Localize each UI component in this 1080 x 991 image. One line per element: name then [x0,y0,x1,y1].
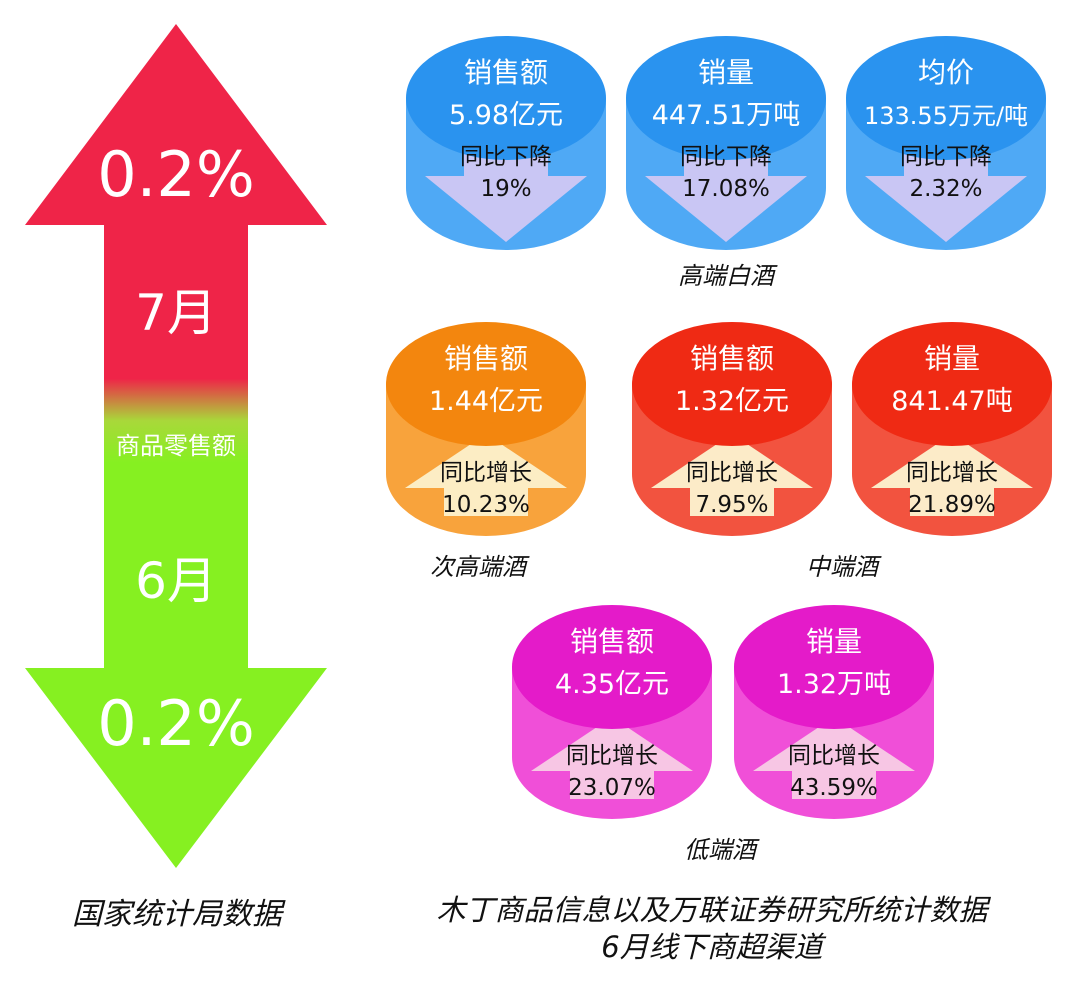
caption-mid-end: 中端酒 [806,553,882,581]
change-label: 同比增长 [566,743,658,769]
change-value: 2.32% [909,176,982,202]
up-arrow-icon [753,717,915,799]
cylinder-top [386,322,586,446]
down-arrow-icon [645,128,807,242]
change-value: 23.07% [568,775,656,801]
change-label: 同比下降 [900,144,992,170]
retail-sales-arrow: 0.2% 7月 商品零售额 6月 0.2% [25,24,327,868]
center-label: 商品零售额 [116,432,236,460]
cylinder-value: 5.98亿元 [449,100,563,131]
source-line-1: 木丁商品信息以及万联证券研究所统计数据 [436,893,991,927]
cylinder-title: 销售额 [464,56,548,89]
caption-sub-high-end: 次高端酒 [430,553,530,581]
cylinder-top [852,322,1052,446]
down-arrow-icon [425,128,587,242]
cylinder-top [846,36,1046,160]
cylinder-value: 1.32万吨 [777,669,891,700]
cylinder-top [512,605,712,729]
change-label: 同比增长 [686,460,778,486]
caption-low-end: 低端酒 [684,836,760,864]
change-value: 19% [480,176,531,202]
change-label: 同比增长 [440,460,532,486]
down-arrow-icon [865,128,1027,242]
change-value: 17.08% [682,176,770,202]
change-value: 10.23% [442,492,530,518]
cylinder-value: 4.35亿元 [555,669,669,700]
change-value: 7.95% [695,492,768,518]
cylinder-title: 销售额 [444,342,528,375]
caption-high-end: 高端白酒 [678,262,778,290]
change-label: 同比下降 [460,144,552,170]
july-label: 7月 [135,284,217,342]
cylinder-value: 133.55万元/吨 [864,102,1028,130]
cylinder-title: 销量 [924,342,980,375]
up-arrow-icon [651,434,813,516]
july-value: 0.2% [97,138,255,211]
cylinder-top [626,36,826,160]
source-line-2: 6月线下商超渠道 [601,930,826,964]
change-label: 同比增长 [906,460,998,486]
june-value: 0.2% [97,687,255,760]
cylinder-title: 销量 [806,625,862,658]
cylinder-title: 销售额 [570,625,654,658]
cylinder-top [734,605,934,729]
up-arrow-icon [531,717,693,799]
change-value: 43.59% [790,775,878,801]
cylinder-top [632,322,832,446]
up-arrow-icon [405,434,567,516]
cylinder-value: 1.32亿元 [675,386,789,417]
cylinder-title: 销售额 [690,342,774,375]
up-arrow-icon [871,434,1033,516]
cylinder-title: 均价 [918,56,974,89]
left-caption: 国家统计局数据 [72,897,286,932]
june-label: 6月 [135,552,217,610]
double-arrow-shape [25,24,327,868]
cylinder-top [406,36,606,160]
change-label: 同比下降 [680,144,772,170]
change-label: 同比增长 [788,743,880,769]
cylinder-value: 841.47吨 [891,386,1012,417]
cylinder-value: 1.44亿元 [429,386,543,417]
cylinder-value: 447.51万吨 [652,100,800,131]
cylinder-title: 销量 [698,56,754,89]
change-value: 21.89% [908,492,996,518]
